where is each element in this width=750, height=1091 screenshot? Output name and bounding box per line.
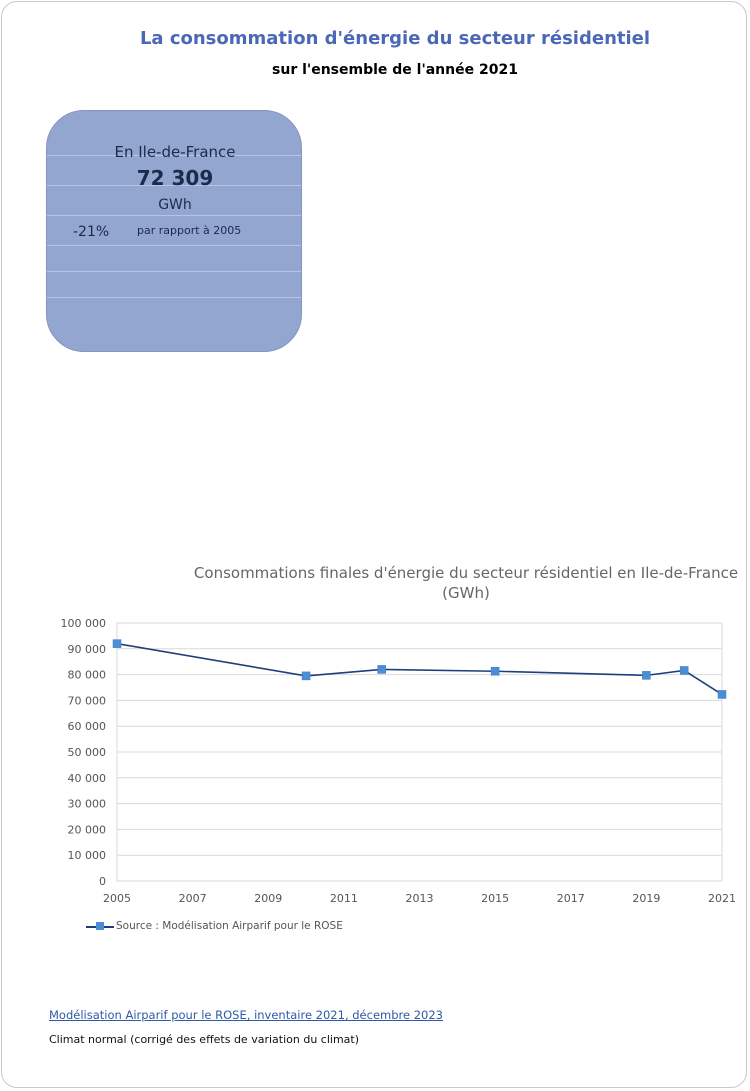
y-tick-label: 70 000 (68, 694, 107, 707)
climate-note: Climat normal (corrigé des effets de var… (49, 1033, 360, 1046)
kpi-value: 72 309 (136, 166, 214, 190)
x-tick-label: 2007 (179, 892, 207, 905)
data-point (377, 665, 386, 674)
chart-title: Consommations finales d'énergie du secte… (193, 564, 739, 602)
y-tick-label: 40 000 (68, 772, 107, 785)
y-tick-label: 60 000 (68, 720, 107, 733)
kpi-unit: GWh (158, 197, 192, 213)
data-point (301, 671, 311, 681)
y-tick-label: 90 000 (68, 643, 107, 656)
data-point (679, 666, 689, 675)
data-point (112, 639, 122, 648)
line-chart: 0 10 000 20 000 30 000 40 000 50 000 60 000 70 … (61, 617, 737, 905)
x-tick-label: 2017 (557, 892, 585, 905)
page-title: La consommation d'énergie du secteur rés… (139, 28, 651, 49)
y-tick-label: 50 000 (68, 746, 107, 759)
x-tick-label: 2015 (481, 892, 509, 905)
kpi-change-percent: -21% (73, 224, 110, 240)
y-tick-label: 0 (99, 875, 106, 888)
x-tick-label: 2009 (254, 892, 282, 905)
x-tick-label: 2011 (330, 892, 358, 905)
x-tick-label: 2005 (103, 892, 131, 905)
x-tick-label: 2013 (406, 892, 434, 905)
data-point (490, 666, 500, 676)
legend-series-label: Source : Modélisation Airparif pour le R… (116, 920, 343, 932)
data-point (642, 671, 651, 680)
y-tick-label: 80 000 (68, 669, 107, 682)
x-tick-label: 2021 (708, 892, 736, 905)
series-line (116, 642, 723, 696)
kpi-region-label: En Ile-de-France (114, 143, 236, 161)
legend-series-marker (86, 920, 114, 932)
kpi-change-reference: par rapport à 2005 (137, 224, 242, 237)
page-subtitle: sur l'ensemble de l'année 2021 (272, 62, 518, 78)
chart-legend: Source : Modélisation Airparif pour le R… (86, 919, 343, 933)
y-tick-label: 10 000 (68, 849, 107, 862)
y-tick-label: 30 000 (68, 798, 107, 811)
source-link[interactable]: Modélisation Airparif pour le ROSE, inve… (49, 1008, 443, 1022)
kpi-card: En Ile-de-France 72 309 GWh -21% par rap… (46, 110, 302, 352)
y-tick-label: 100 000 (61, 617, 107, 630)
x-tick-label: 2019 (632, 892, 660, 905)
data-point (717, 690, 727, 699)
y-tick-label: 20 000 (68, 823, 107, 836)
